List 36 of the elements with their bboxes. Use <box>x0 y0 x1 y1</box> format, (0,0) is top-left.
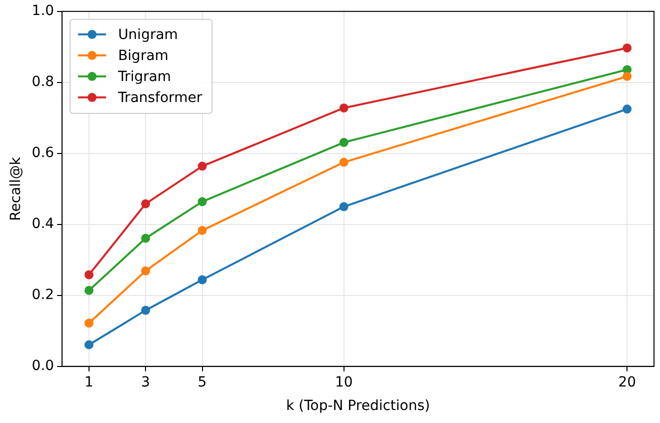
x-tick-label: 10 <box>334 374 353 390</box>
point <box>339 158 348 167</box>
point <box>198 197 207 206</box>
y-axis-title: Recall@k <box>8 156 24 221</box>
y-tick-label: 0.2 <box>32 287 54 304</box>
point <box>141 266 150 276</box>
point <box>198 226 207 235</box>
x-tick-label: 5 <box>198 374 207 390</box>
x-tick-label: 3 <box>141 374 150 390</box>
x-tick-label: 20 <box>618 374 636 390</box>
legend-label: Bigram <box>118 48 168 64</box>
legend-label: Transformer <box>117 90 202 106</box>
x-tick-label: 1 <box>84 374 94 390</box>
point <box>84 318 94 328</box>
point <box>622 72 632 81</box>
point <box>141 199 150 208</box>
y-tick-label: 0.8 <box>32 74 54 90</box>
legend-label: Unigram <box>118 27 178 44</box>
point <box>339 138 348 147</box>
point <box>141 306 150 315</box>
point <box>141 234 150 243</box>
y-tick-label: 0.0 <box>32 358 54 374</box>
point <box>84 270 94 280</box>
point <box>198 275 207 284</box>
y-tick-label: 0.4 <box>32 216 54 232</box>
point <box>622 104 632 114</box>
legend-label: Trigram <box>117 69 172 86</box>
point <box>84 340 94 350</box>
x-axis-title: k (Top-N Predictions) <box>286 398 430 414</box>
point <box>339 103 348 112</box>
y-tick-label: 1.0 <box>32 3 54 20</box>
point <box>84 286 94 295</box>
point <box>339 202 348 212</box>
point <box>622 43 632 52</box>
y-tick-label: 0.6 <box>32 145 54 162</box>
point <box>198 162 207 171</box>
